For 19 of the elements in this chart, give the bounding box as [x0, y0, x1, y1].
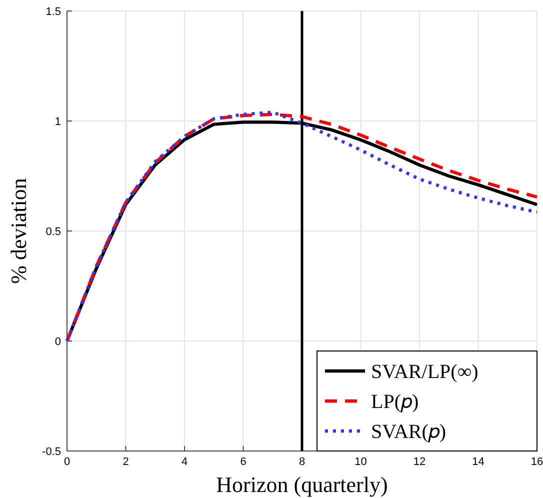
x-tick-label: 0 [64, 456, 70, 468]
y-axis-title: % deviation [6, 178, 31, 284]
x-tick-label: 6 [240, 456, 246, 468]
x-axis-title: Horizon (quarterly) [216, 472, 388, 497]
x-tick-label: 14 [472, 456, 484, 468]
x-tick-label: 8 [298, 456, 306, 468]
x-tick-label: 4 [181, 456, 188, 468]
y-tick-label: -0.5 [42, 446, 61, 458]
y-tick-label: 0.5 [46, 226, 61, 238]
legend-label: SVAR/LP(∞) [371, 361, 478, 383]
x-tick-label: 16 [530, 456, 543, 468]
legend-label: SVAR(𝑝) [371, 421, 446, 443]
y-tick-label: 1.5 [46, 6, 61, 18]
y-tick-label: 1 [54, 116, 61, 128]
y-tick-label: 0 [54, 336, 61, 348]
x-tick-label: 2 [122, 456, 129, 468]
legend-label: LP(𝑝) [371, 391, 419, 413]
x-tick-label: 12 [413, 456, 426, 468]
x-tick-label: 10 [354, 456, 367, 468]
